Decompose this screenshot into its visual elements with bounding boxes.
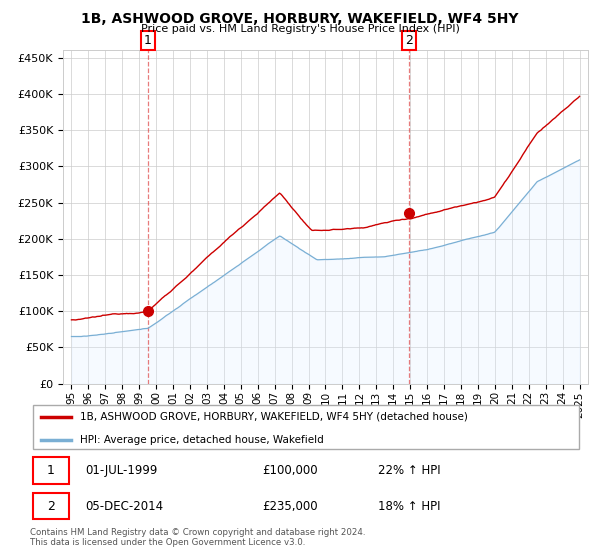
Text: HPI: Average price, detached house, Wakefield: HPI: Average price, detached house, Wake… — [80, 435, 323, 445]
Text: 1B, ASHWOOD GROVE, HORBURY, WAKEFIELD, WF4 5HY: 1B, ASHWOOD GROVE, HORBURY, WAKEFIELD, W… — [81, 12, 519, 26]
Text: 2: 2 — [405, 34, 413, 47]
Text: 18% ↑ HPI: 18% ↑ HPI — [378, 500, 440, 512]
Text: 1: 1 — [144, 34, 152, 47]
FancyBboxPatch shape — [33, 493, 68, 520]
Text: 1: 1 — [47, 464, 55, 477]
Text: £235,000: £235,000 — [262, 500, 317, 512]
Text: Contains HM Land Registry data © Crown copyright and database right 2024.
This d: Contains HM Land Registry data © Crown c… — [30, 528, 365, 547]
FancyBboxPatch shape — [33, 457, 68, 484]
Text: £100,000: £100,000 — [262, 464, 317, 477]
Text: 05-DEC-2014: 05-DEC-2014 — [85, 500, 163, 512]
Text: 22% ↑ HPI: 22% ↑ HPI — [378, 464, 440, 477]
Text: 2: 2 — [47, 500, 55, 512]
FancyBboxPatch shape — [33, 405, 579, 449]
Text: Price paid vs. HM Land Registry's House Price Index (HPI): Price paid vs. HM Land Registry's House … — [140, 24, 460, 34]
Text: 1B, ASHWOOD GROVE, HORBURY, WAKEFIELD, WF4 5HY (detached house): 1B, ASHWOOD GROVE, HORBURY, WAKEFIELD, W… — [80, 412, 467, 422]
Text: 01-JUL-1999: 01-JUL-1999 — [85, 464, 158, 477]
